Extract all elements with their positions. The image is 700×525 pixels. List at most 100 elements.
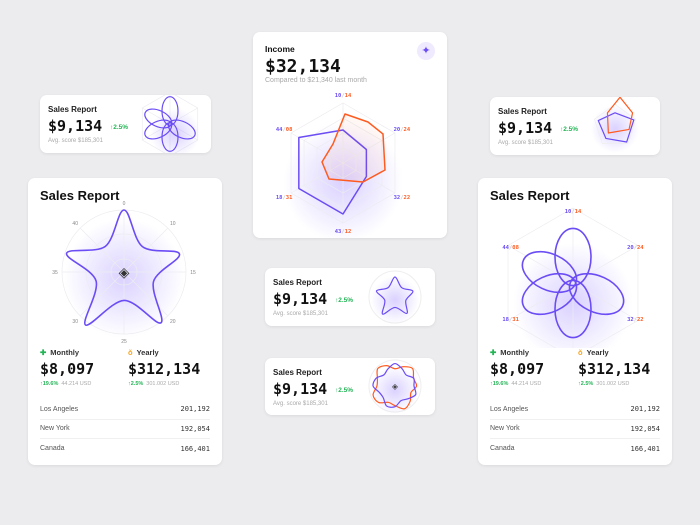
axis-label: 32/22 bbox=[394, 195, 411, 201]
monthly-value: $8,097 bbox=[490, 360, 545, 378]
monthly-label: Monthly bbox=[500, 348, 530, 357]
card-value: $9,134 bbox=[273, 290, 328, 308]
monthly-change: ↑19.6% bbox=[40, 381, 59, 387]
yearly-usd: 301.002 USD bbox=[596, 381, 630, 387]
city-name: Canada bbox=[490, 445, 515, 453]
polar-tick-label: 40 bbox=[72, 221, 78, 227]
card-sub: Avg. score $185,301 bbox=[48, 138, 103, 144]
polar-tick-label: 25 bbox=[121, 339, 127, 345]
glow bbox=[150, 108, 200, 153]
city-value: 201,192 bbox=[180, 405, 210, 414]
polar-tick-label: 35 bbox=[52, 270, 58, 276]
yearly-stat: ǒ Yearly $312,134 ↑2.5% 301.002 USD bbox=[128, 348, 200, 387]
card-title: Sales Report bbox=[490, 188, 570, 203]
income-value: $32,134 bbox=[265, 56, 341, 77]
axis-label: 43/12 bbox=[335, 229, 352, 235]
city-name: New York bbox=[490, 425, 520, 433]
grid-spoke bbox=[507, 282, 574, 321]
monthly-label: Monthly bbox=[50, 348, 80, 357]
glow bbox=[371, 366, 419, 414]
yearly-value: $312,134 bbox=[578, 360, 651, 378]
sales-card-pentagon[interactable]: Sales Report $9,134 ↑2.5% Avg. score $18… bbox=[490, 97, 660, 155]
income-card[interactable]: 10/14 20/24 32/22 43/12 18/31 44/08 Income $3… bbox=[253, 32, 447, 238]
list-item[interactable]: Canada 166,401 bbox=[490, 439, 660, 459]
list-item[interactable]: Canada 166,401 bbox=[40, 439, 210, 459]
grid-spoke bbox=[507, 245, 574, 284]
grid-spoke bbox=[342, 132, 396, 164]
axis-label: 20/24 bbox=[627, 245, 644, 251]
petal bbox=[554, 279, 592, 339]
card-title: Sales Report bbox=[273, 278, 322, 287]
star-shape bbox=[65, 209, 181, 326]
grid-spoke bbox=[290, 162, 344, 194]
sales-card-star[interactable]: Sales Report $9,134 ↑2.5% Avg. score $18… bbox=[265, 268, 435, 326]
yearly-change: ↑2.5% bbox=[578, 381, 594, 387]
petal bbox=[521, 272, 578, 316]
card-change: ↑2.5% bbox=[335, 387, 354, 394]
card-sub: Avg. score $185,301 bbox=[498, 140, 553, 146]
sales-card-wave[interactable]: ◈ Sales Report $9,134 ↑2.5% Avg. score $… bbox=[265, 358, 435, 415]
monthly-value: $8,097 bbox=[40, 360, 95, 378]
card-title: Sales Report bbox=[40, 188, 120, 203]
city-list: Los Angeles 201,192 New York 192,054 Canad… bbox=[490, 400, 660, 459]
list-item[interactable]: Los Angeles 201,192 bbox=[40, 400, 210, 420]
card-change: ↑2.5% bbox=[110, 124, 129, 131]
yearly-usd: 301.002 USD bbox=[146, 381, 180, 387]
grid-spoke bbox=[79, 227, 125, 273]
series-shape bbox=[606, 97, 634, 134]
coin-icon: ǒ bbox=[578, 348, 583, 357]
axis-label: 44/08 bbox=[502, 245, 519, 251]
series-shape bbox=[597, 112, 635, 143]
card-title: Sales Report bbox=[48, 105, 97, 114]
card-title: Sales Report bbox=[498, 107, 547, 116]
axis-label: 44/08 bbox=[276, 127, 293, 133]
grid-spoke bbox=[572, 282, 639, 321]
wave-shape bbox=[372, 362, 417, 408]
plus-icon: ✚ bbox=[40, 348, 47, 357]
city-value: 192,054 bbox=[180, 424, 210, 433]
city-list: Los Angeles 201,192 New York 192,054 Canad… bbox=[40, 400, 210, 459]
series-shape bbox=[298, 129, 368, 215]
monthly-usd: 44.214 USD bbox=[61, 381, 92, 387]
card-title: Sales Report bbox=[273, 368, 322, 377]
grid-spoke bbox=[572, 245, 639, 284]
list-item[interactable]: Los Angeles 201,192 bbox=[490, 400, 660, 420]
wave-chart: ◈ bbox=[368, 359, 422, 414]
axis-label: 32/22 bbox=[627, 317, 644, 323]
polar-tick-label: 0 bbox=[123, 201, 126, 207]
sparkle-icon[interactable]: ✦ bbox=[417, 42, 435, 60]
income-compare: Compared to $21,340 last month bbox=[265, 77, 367, 84]
polar-tick-label: 30 bbox=[72, 319, 78, 325]
monthly-change: ↑19.6% bbox=[490, 381, 509, 387]
diamond-icon: ◈ bbox=[119, 264, 130, 280]
axis-label: 10/14 bbox=[565, 209, 582, 215]
star-shape bbox=[375, 276, 414, 315]
yearly-value: $312,134 bbox=[128, 360, 201, 378]
petal bbox=[554, 227, 592, 287]
list-item[interactable]: New York 192,054 bbox=[490, 420, 660, 439]
plus-icon: ✚ bbox=[490, 348, 497, 357]
income-title: Income bbox=[265, 44, 295, 54]
petal bbox=[568, 272, 625, 316]
polar-tick-label: 10 bbox=[170, 221, 176, 227]
sales-card-flower[interactable]: Sales Report $9,134 ↑2.5% Avg. score $18… bbox=[40, 95, 211, 153]
yearly-stat: ǒ Yearly $312,134 ↑2.5% 301.002 USD bbox=[578, 348, 650, 387]
polar-tick-label: 15 bbox=[190, 270, 196, 276]
monthly-usd: 44.214 USD bbox=[511, 381, 542, 387]
sales-report-card-left[interactable]: 0 10 15 20 25 30 35 40 ◈ Sales Report ✚ Monthly $… bbox=[28, 178, 222, 465]
list-item[interactable]: New York 192,054 bbox=[40, 420, 210, 439]
card-value: $9,134 bbox=[498, 119, 553, 137]
flower-chart bbox=[141, 95, 200, 153]
card-change: ↑2.5% bbox=[560, 126, 579, 133]
monthly-stat: ✚ Monthly $8,097 ↑19.6% 44.214 USD bbox=[490, 348, 544, 387]
city-value: 166,401 bbox=[630, 444, 660, 453]
card-sub: Avg. score $185,301 bbox=[273, 311, 328, 317]
star-chart bbox=[368, 270, 422, 324]
card-value: $9,134 bbox=[48, 117, 103, 135]
diamond-icon: ◈ bbox=[392, 382, 399, 391]
coin-icon: ǒ bbox=[128, 348, 133, 357]
card-sub: Avg. score $185,301 bbox=[273, 401, 328, 407]
city-name: New York bbox=[40, 425, 70, 433]
